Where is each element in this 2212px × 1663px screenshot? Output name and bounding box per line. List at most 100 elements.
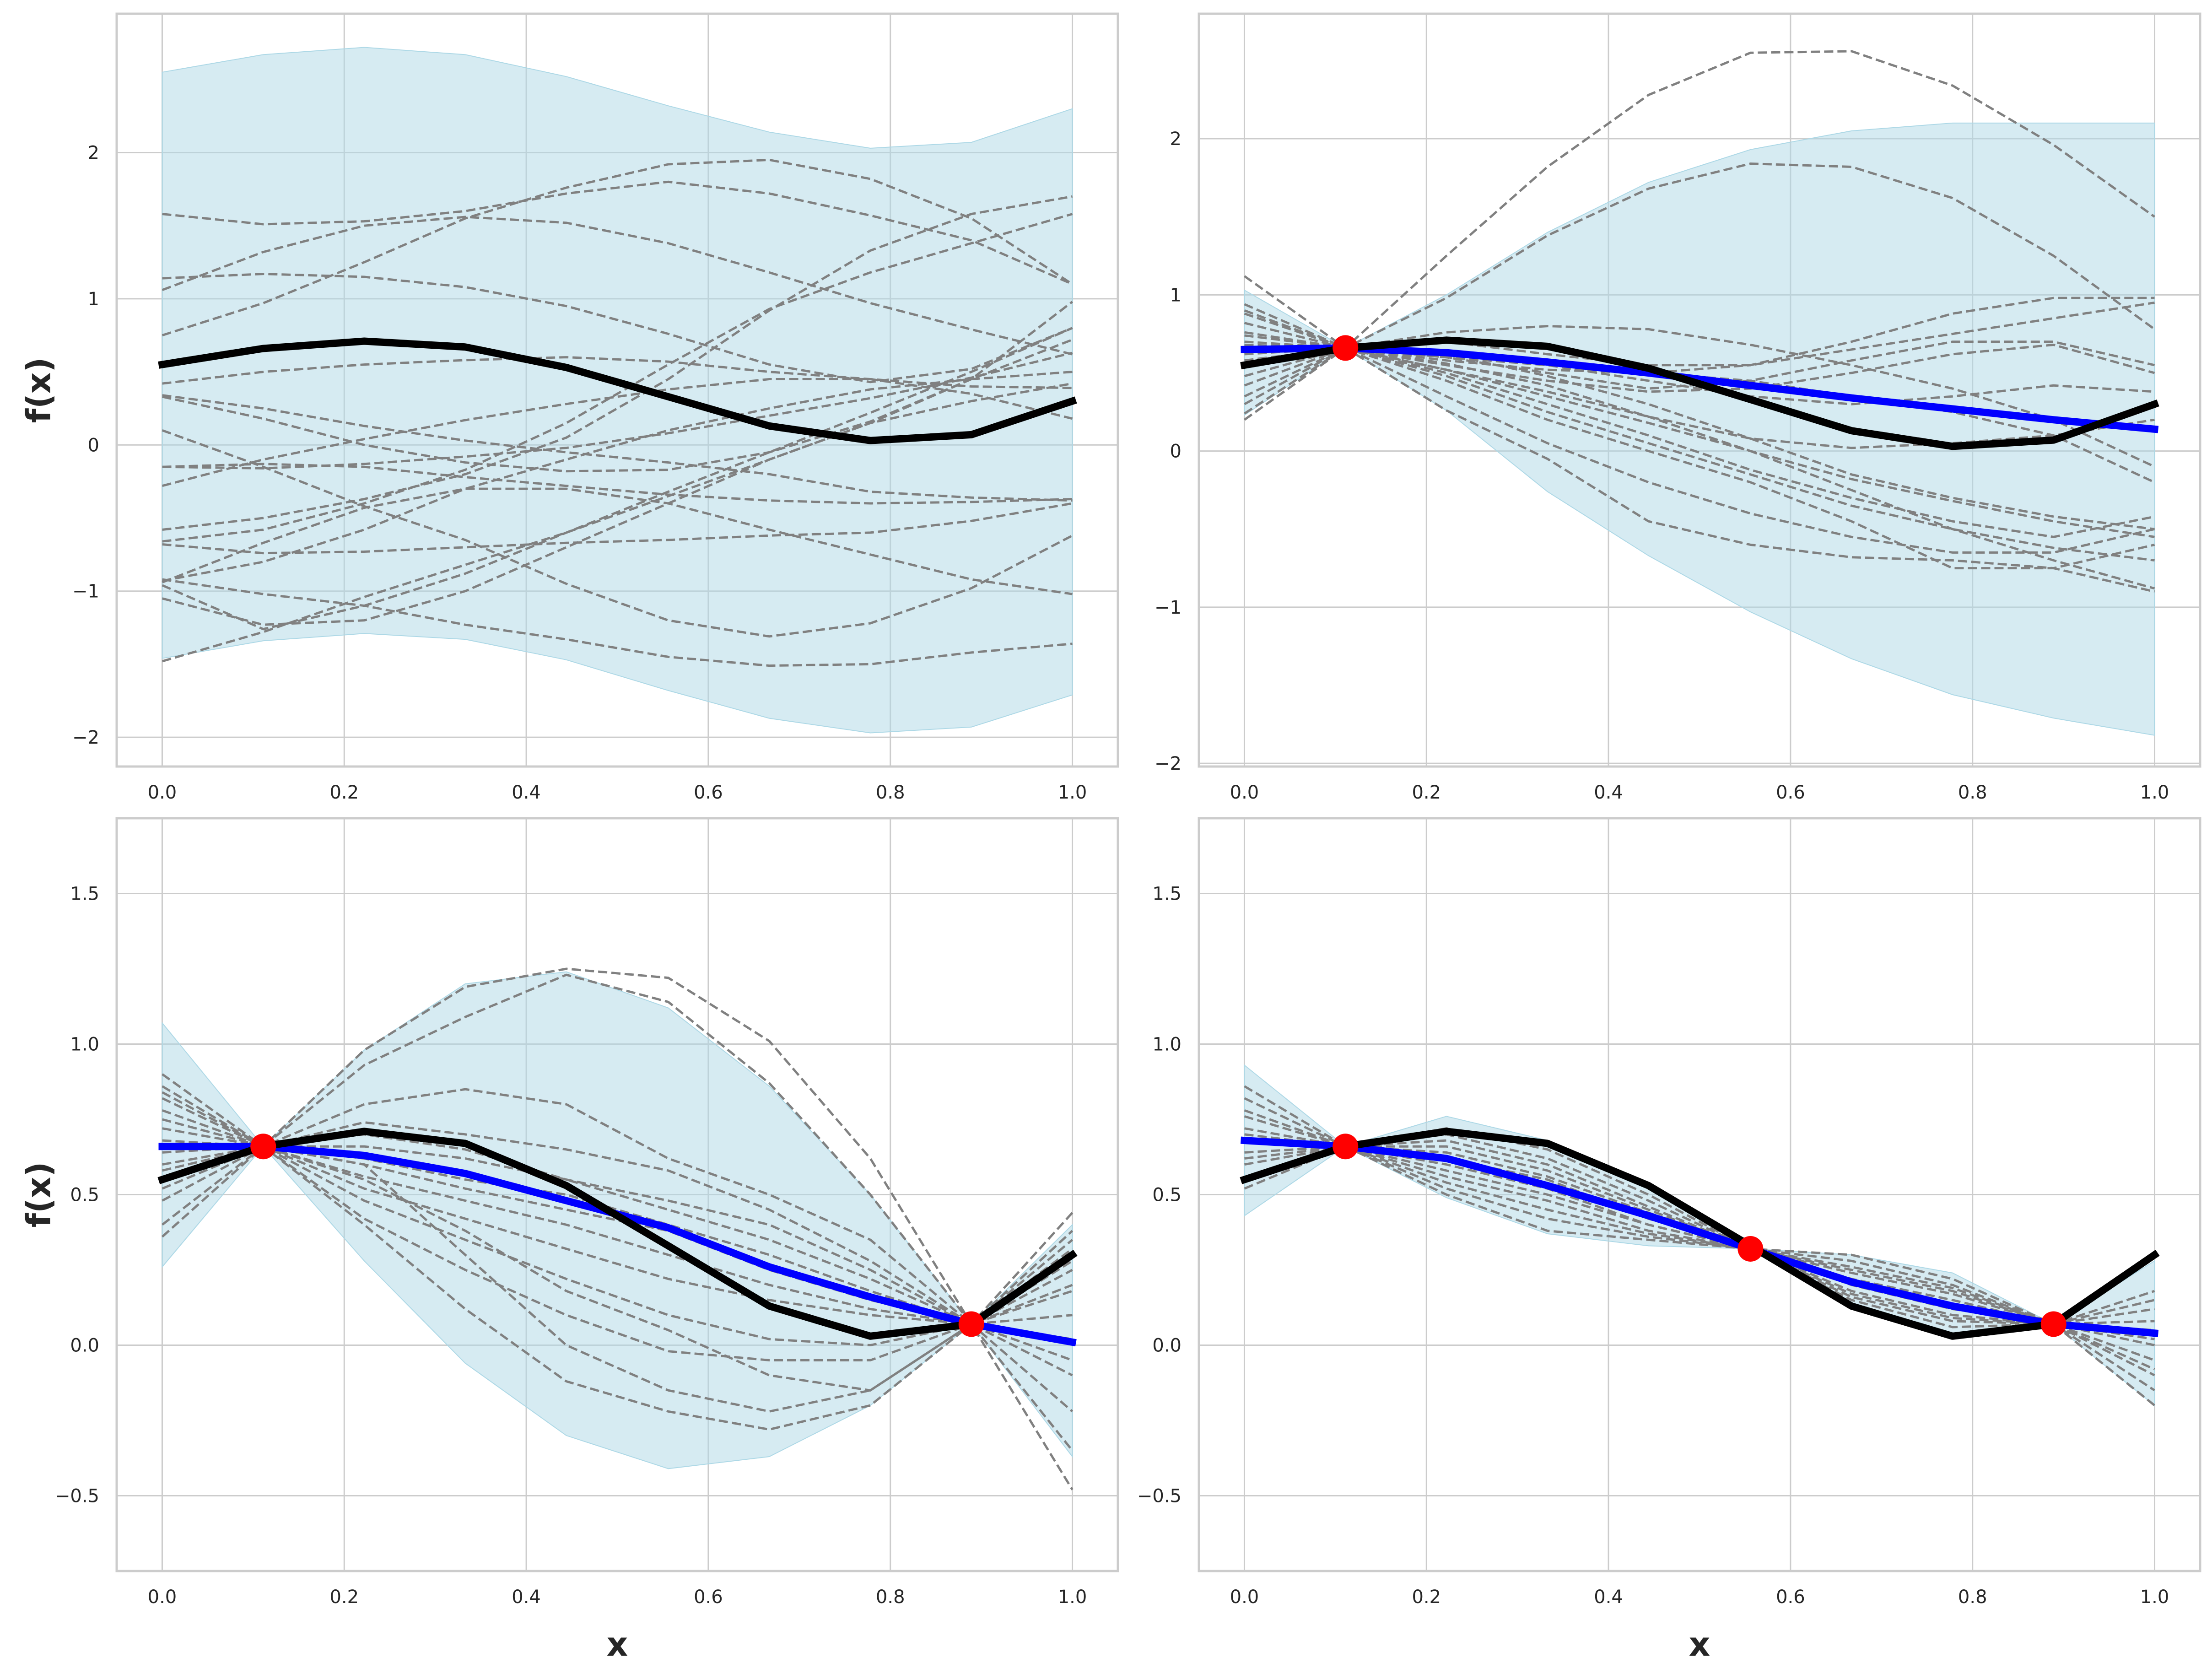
- x-tick-label: 1.0: [2140, 1587, 2169, 1608]
- x-tick-label: 0.2: [1412, 782, 1441, 803]
- plot-content: [157, 967, 1078, 1490]
- x-tick-label: 0.4: [1594, 1587, 1623, 1608]
- axes-frame: [1198, 12, 2201, 768]
- y-tick-label: 1: [88, 289, 99, 310]
- plot-content: [1240, 50, 2159, 736]
- sample-path-2: [162, 273, 1073, 383]
- y-tick-label: 2: [88, 142, 99, 163]
- posterior-mean-line: [1241, 344, 2159, 433]
- axes-frame: [115, 817, 1119, 1572]
- confidence-band: [162, 47, 1073, 734]
- x-tick-label: 0.8: [1958, 1587, 1987, 1608]
- sample-path-18: [1244, 309, 2155, 570]
- x-tick-label: 1.0: [1058, 782, 1087, 803]
- x-axis-label: x: [1689, 1625, 1710, 1663]
- x-tick-label: 0.0: [148, 782, 177, 803]
- x-tick-label: 0.8: [1958, 782, 1987, 803]
- chart-panel-4: 0.0 0.2 0.4 0.6 0.8 1.0 −0.5 0.0 0.5 1.0 1.5 x: [1137, 817, 2201, 1663]
- x-tick-label: 0.0: [1230, 782, 1259, 803]
- y-tick-label: 0.5: [1152, 1185, 1182, 1206]
- sample-path-15: [162, 1091, 1073, 1413]
- sample-path-3: [1244, 303, 2155, 468]
- sample-path-2: [1244, 162, 2155, 421]
- confidence-band: [1244, 122, 2155, 736]
- observation-point-1: [1333, 1134, 1359, 1160]
- chart-panel-2: 0.0 0.2 0.4 0.6 0.8 1.0 −2 −1 0 1 2: [1155, 12, 2201, 803]
- x-tick-label: 0.2: [1412, 1587, 1441, 1608]
- plot-content: [1240, 1064, 2160, 1407]
- axes-frame: [115, 12, 1119, 768]
- posterior-mean-line: [1241, 1136, 2159, 1337]
- sample-path-12: [1244, 346, 2155, 554]
- y-tick-label: −2: [72, 727, 99, 748]
- true-function-line: [1240, 336, 2159, 450]
- true-function-line: [1240, 1128, 2160, 1340]
- x-tick-label: 0.4: [512, 1587, 541, 1608]
- y-tick-label: −1: [1155, 597, 1182, 618]
- y-tick-label: 0.0: [1152, 1335, 1182, 1356]
- sample-path-8: [162, 1145, 1073, 1325]
- y-tick-label: 1.0: [70, 1034, 99, 1055]
- sample-path-6: [1244, 1145, 2155, 1377]
- sample-path-5: [162, 1127, 1073, 1340]
- observation-point-1: [250, 1134, 276, 1160]
- x-tick-label: 1.0: [1058, 1587, 1087, 1608]
- sample-path-7: [1244, 1145, 2155, 1392]
- sample-path-10: [1244, 346, 2155, 538]
- x-tick-label: 0.6: [1776, 1587, 1805, 1608]
- y-tick-label: 1.0: [1152, 1034, 1182, 1055]
- y-tick-label: 1: [1170, 285, 1182, 306]
- y-tick-label: 0.5: [70, 1185, 99, 1206]
- y-tick-label: −0.5: [55, 1486, 99, 1507]
- sample-path-9: [1244, 346, 2155, 538]
- observation-point-2: [1737, 1236, 1764, 1262]
- sample-path-3: [162, 216, 1073, 356]
- sample-path-1: [162, 180, 1073, 286]
- sample-path-14: [162, 1118, 1073, 1361]
- sample-path-15: [162, 578, 1073, 667]
- sample-path-17: [1244, 346, 2155, 449]
- sample-path-8: [1244, 1145, 2156, 1407]
- sample-path-11: [1244, 1145, 2155, 1371]
- sample-path-2: [162, 973, 1074, 1452]
- sample-path-16: [162, 487, 1073, 595]
- axes-frame: [1198, 817, 2201, 1572]
- sample-path-10: [162, 463, 1073, 505]
- x-tick-label: 0.8: [876, 1587, 905, 1608]
- x-tick-label: 1.0: [2140, 782, 2169, 803]
- sample-path-1: [1244, 1085, 2155, 1326]
- x-tick-label: 0.6: [1776, 782, 1805, 803]
- y-axis-label: f(x): [20, 1162, 58, 1228]
- sample-path-20: [162, 371, 1073, 582]
- y-tick-label: 2: [1170, 129, 1182, 150]
- x-tick-label: 0.4: [1594, 782, 1623, 803]
- chart-panel-3: 0.0 0.2 0.4 0.6 0.8 1.0 −0.5 0.0 0.5 1.0 1.5 x f(x): [20, 817, 1119, 1663]
- x-tick-label: 0.6: [694, 1587, 723, 1608]
- sample-path-5: [162, 356, 1073, 389]
- sample-path-18: [162, 327, 1073, 631]
- sample-path-12: [161, 1145, 1073, 1431]
- y-tick-label: 0.0: [70, 1335, 99, 1356]
- y-tick-label: 0: [1170, 441, 1182, 462]
- sample-path-9: [1244, 1109, 2155, 1325]
- sample-path-3: [162, 1088, 1074, 1413]
- x-tick-label: 0.0: [148, 1587, 177, 1608]
- x-tick-label: 0.2: [329, 782, 359, 803]
- true-function-line: [157, 1128, 1078, 1340]
- sample-path-8: [162, 429, 1073, 638]
- sample-path-19: [162, 301, 1074, 663]
- sample-path-11: [161, 1145, 1074, 1361]
- x-tick-label: 0.2: [329, 1587, 359, 1608]
- sample-path-13: [162, 213, 1073, 543]
- y-axis-label: f(x): [20, 357, 58, 423]
- x-tick-label: 0.0: [1230, 1587, 1259, 1608]
- sample-path-13: [162, 1145, 1074, 1392]
- sample-path-1: [162, 967, 1074, 1490]
- sample-path-9: [162, 1145, 1073, 1325]
- x-tick-label: 0.4: [512, 782, 541, 803]
- sample-path-10: [162, 1145, 1074, 1347]
- sample-path-4: [162, 158, 1073, 337]
- x-axis-label: x: [607, 1625, 628, 1663]
- y-tick-label: −1: [72, 581, 99, 602]
